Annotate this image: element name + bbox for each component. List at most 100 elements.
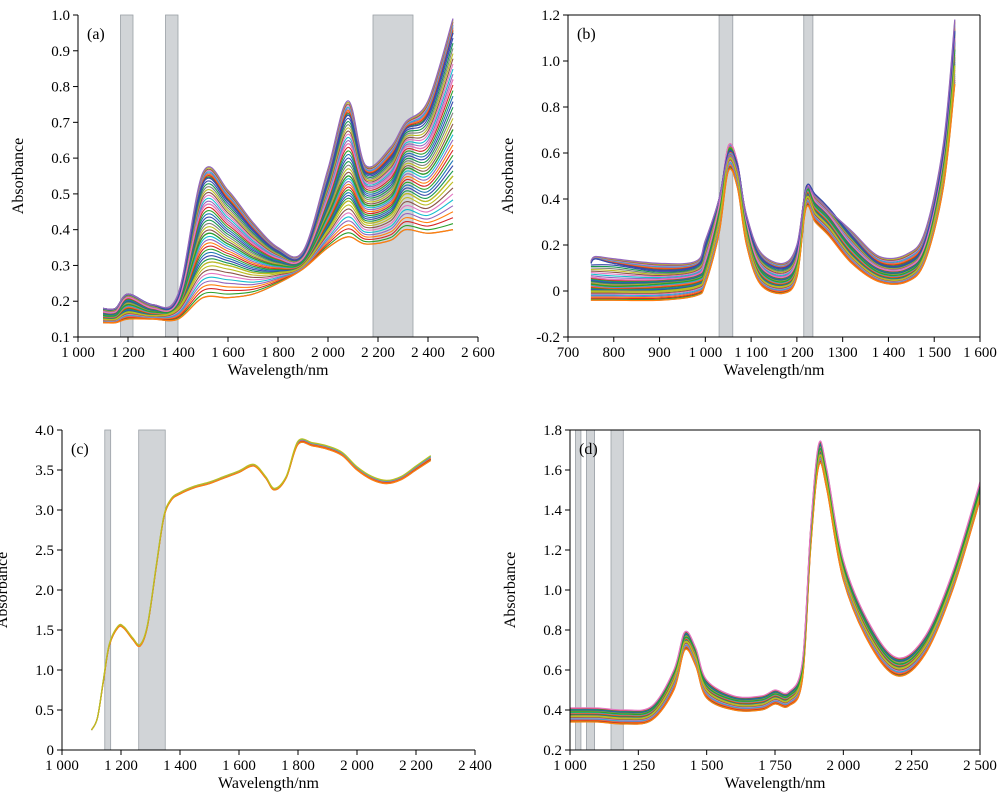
x-tick-label-d: 1 500 <box>690 758 724 774</box>
x-tick-label-a: 2 400 <box>411 345 445 361</box>
x-tick-label-b: 1 200 <box>780 345 814 361</box>
x-tick-label-a: 1 800 <box>261 345 295 361</box>
series-line-a-6 <box>102 18 454 311</box>
x-tick-label-b: 1 100 <box>734 345 768 361</box>
x-tick-label-b: 1 600 <box>963 345 997 361</box>
y-tick-label-b: 0.4 <box>541 192 560 208</box>
bundle-curve-b <box>590 31 956 272</box>
series-line-a-2 <box>102 175 454 321</box>
bundle-curve-d <box>570 457 980 722</box>
bundle-curve-b <box>590 56 956 289</box>
highlight-band-a-2 <box>165 14 179 338</box>
bundle-curve-b <box>590 20 956 266</box>
bundle-curve-d <box>570 443 980 713</box>
bundle-curve-b <box>590 28 956 270</box>
bundle-curve-b <box>590 33 956 274</box>
bundle-curve-d <box>570 446 980 715</box>
y-tick-label-b: 0.2 <box>541 238 560 254</box>
x-tick-label-c: 2 000 <box>340 758 374 774</box>
series-line-c-2 <box>90 438 432 731</box>
bundle-curve-b <box>590 43 956 284</box>
y-tick-label-b: 1.0 <box>541 54 560 70</box>
x-axis-title-b: Wavelength/nm <box>724 362 825 379</box>
y-tick-label-d: 1.0 <box>543 583 562 599</box>
x-tick-label-c: 1 000 <box>45 758 79 774</box>
panel-d: 1 000 1 250 1 500 1 750 2 000 2 250 2 500 0.2 0.… <box>502 423 997 792</box>
y-tick-label-a: 1.0 <box>51 8 70 24</box>
bundle-curve-b <box>590 49 956 287</box>
bundle-curve-b <box>590 41 956 283</box>
bundle-curve-b <box>590 36 956 279</box>
bundle-curve-b <box>590 44 956 284</box>
bundle-curve-b <box>590 37 956 280</box>
y-tick-label-c: 3.5 <box>35 463 54 479</box>
x-tick-label-d: 2 250 <box>895 758 929 774</box>
series-line-d-3 <box>570 448 980 716</box>
panel-label-b: (b) <box>577 26 596 43</box>
y-tick-label-a: 0.8 <box>51 80 70 96</box>
bundle-curve-d <box>570 461 980 724</box>
bundle-curve-d <box>570 449 980 716</box>
y-tick-label-d: 1.2 <box>543 543 562 559</box>
curves-c <box>90 438 432 731</box>
bundle-curve-b <box>590 53 956 288</box>
bundle-curve-d <box>570 456 980 721</box>
bundle-curve-d <box>570 454 980 719</box>
highlight-band-c-1 <box>104 429 112 751</box>
y-tick-label-a: 0.3 <box>51 258 70 274</box>
y-tick-label-d: 0.4 <box>543 703 562 719</box>
bundle-curve-d <box>570 460 980 724</box>
y-tick-label-b: 0 <box>553 284 561 300</box>
x-tick-label-d: 2 500 <box>963 758 997 774</box>
x-tick-label-c: 2 400 <box>458 758 492 774</box>
bundle-curve-b <box>590 45 956 285</box>
panel-label-d: (d) <box>579 441 598 458</box>
y-tick-label-a: 0.9 <box>51 44 70 60</box>
bundle-curve-b <box>590 25 956 268</box>
x-tick-label-b: 1 400 <box>872 345 906 361</box>
bundle-curve-b <box>590 39 956 282</box>
x-tick-label-d: 2 000 <box>826 758 860 774</box>
y-tick-label-d: 0.2 <box>543 743 562 759</box>
curves-d <box>570 440 980 725</box>
series-line-b-4 <box>590 37 956 281</box>
y-axis-title-a: Absorbance <box>10 138 27 214</box>
bundle-curve-d <box>570 444 980 714</box>
panel-c: 1 000 1 200 1 400 1 600 1 800 2 000 2 200 2 400… <box>0 423 492 792</box>
y-tick-label-b: -0.2 <box>536 330 560 346</box>
bundle-curve-d <box>570 445 980 714</box>
y-tick-label-c: 4.0 <box>35 423 54 439</box>
x-tick-label-d: 1 750 <box>758 758 792 774</box>
bundle-curve-d <box>570 447 980 715</box>
bundle-curve-b <box>590 27 956 269</box>
bundle-curve-b <box>590 48 956 287</box>
bundle-curve-d <box>570 444 980 713</box>
y-tick-label-c: 1.0 <box>35 663 54 679</box>
bundle-curve-b <box>590 61 956 291</box>
y-tick-label-c: 0.5 <box>35 703 54 719</box>
bundle-curve-b <box>590 32 956 273</box>
curves-a <box>102 18 454 324</box>
x-tick-label-d: 1 000 <box>553 758 587 774</box>
bundle-curve-d <box>570 462 980 725</box>
x-tick-label-a: 2 600 <box>461 345 495 361</box>
y-tick-label-d: 1.8 <box>543 423 562 439</box>
bundle-curve-d <box>570 453 980 719</box>
y-tick-label-a: 0.4 <box>51 223 70 239</box>
x-tick-label-a: 2 000 <box>311 345 345 361</box>
y-tick-label-a: 0.2 <box>51 294 70 310</box>
x-axis-title-a: Wavelength/nm <box>228 362 329 379</box>
x-tick-label-b: 1300 <box>828 345 858 361</box>
y-tick-label-c: 2.0 <box>35 583 54 599</box>
highlight-band-d-2 <box>586 429 596 751</box>
series-line-b-3 <box>590 49 956 288</box>
bundle-curve-d <box>570 442 980 712</box>
bundle-curve-b <box>590 34 956 275</box>
x-tick-label-c: 1 600 <box>222 758 256 774</box>
bundle-curve-d <box>570 458 980 723</box>
y-tick-label-a: 0.6 <box>51 151 70 167</box>
bundle-curve-b <box>590 40 956 282</box>
series-line-a-3 <box>102 129 454 317</box>
x-tick-label-a: 1 000 <box>61 345 95 361</box>
